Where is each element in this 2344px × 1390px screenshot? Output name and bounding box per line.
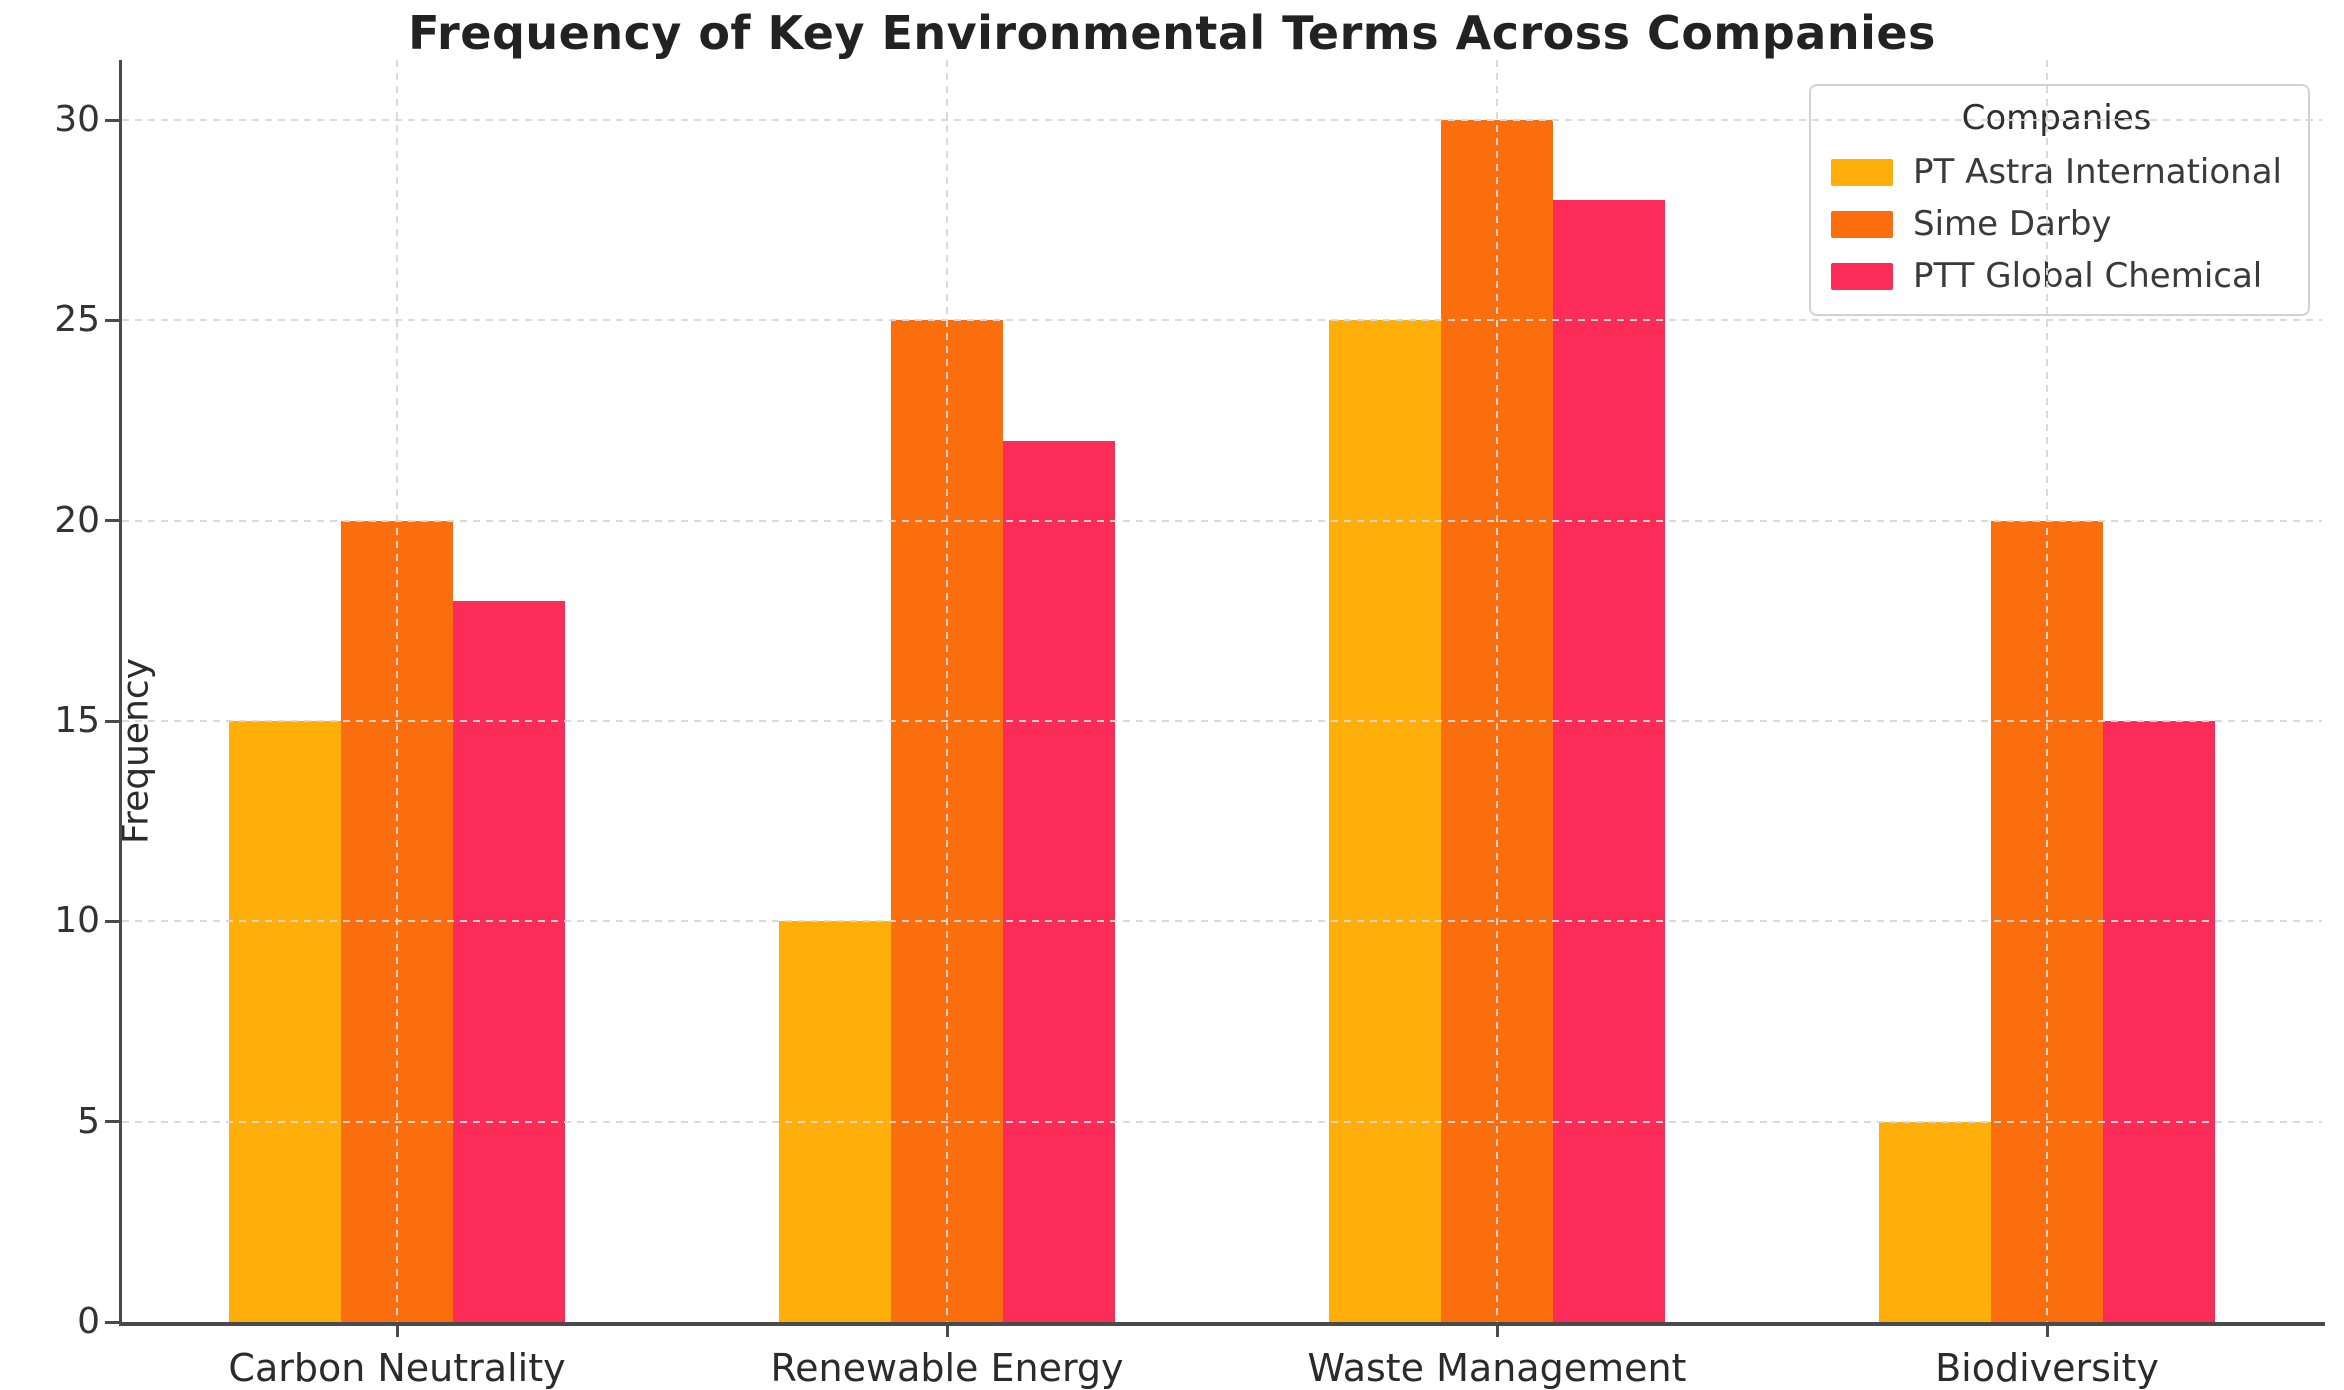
legend: Companies PT Astra International Sime Dar… <box>1808 84 2310 316</box>
legend-entries: PT Astra International Sime Darby PTT Glob… <box>1830 152 2282 296</box>
legend-entry: PTT Global Chemical <box>1830 256 2282 296</box>
bar-group <box>779 320 1115 1322</box>
bar <box>2103 721 2215 1322</box>
x-tick-mark <box>395 1324 399 1337</box>
y-tick-label: 25 <box>54 299 100 341</box>
x-tick-label: Biodiversity <box>1935 1346 2159 1390</box>
y-tick-mark <box>105 919 119 923</box>
legend-label: PTT Global Chemical <box>1912 256 2263 296</box>
bar <box>891 320 1003 1322</box>
bar <box>229 721 341 1322</box>
bar <box>779 921 891 1322</box>
bar <box>1879 1121 1991 1322</box>
y-tick-label: 10 <box>54 900 100 942</box>
legend-swatch <box>1830 158 1893 186</box>
y-tick-mark <box>105 1320 119 1324</box>
x-axis-spine <box>119 1322 2325 1326</box>
y-tick-mark <box>105 1120 119 1124</box>
bar <box>1441 120 1553 1322</box>
legend-label: PT Astra International <box>1912 152 2282 192</box>
y-axis-spine <box>119 60 122 1325</box>
x-tick-mark <box>2045 1324 2049 1337</box>
y-tick-mark <box>105 318 119 322</box>
y-tick-mark <box>105 519 119 523</box>
legend-entry: PT Astra International <box>1830 152 2282 192</box>
x-tick-mark <box>1495 1324 1499 1337</box>
h-gridline <box>122 319 2322 322</box>
bar <box>1991 520 2103 1322</box>
bar <box>1329 320 1441 1322</box>
y-tick-label: 20 <box>54 499 100 541</box>
legend-title: Companies <box>1961 98 2152 138</box>
bar <box>453 600 565 1322</box>
x-tick-label: Carbon Neutrality <box>228 1346 566 1390</box>
bar-group <box>229 520 565 1322</box>
legend-swatch <box>1830 262 1893 290</box>
bar <box>341 520 453 1322</box>
bar-group <box>1329 120 1665 1322</box>
y-tick-label: 5 <box>77 1100 100 1142</box>
bar <box>1553 200 1665 1322</box>
y-tick-mark <box>105 719 119 723</box>
legend-label: Sime Darby <box>1912 204 2112 244</box>
legend-swatch <box>1830 210 1893 238</box>
chart-title: Frequency of Key Environmental Terms Acr… <box>408 6 1936 60</box>
legend-entry: Sime Darby <box>1830 204 2282 244</box>
y-tick-label: 15 <box>54 700 100 742</box>
y-tick-mark <box>105 118 119 122</box>
y-tick-label: 0 <box>77 1301 100 1342</box>
bar-group <box>1879 520 2215 1322</box>
x-tick-label: Renewable Energy <box>770 1346 1124 1390</box>
y-tick-label: 30 <box>54 99 100 141</box>
plot-area: Frequency 0 5 10 15 20 25 30 Carbon Neutrality R… <box>54 60 2325 1390</box>
bar <box>1003 440 1115 1322</box>
x-tick-label: Waste Management <box>1307 1346 1687 1390</box>
x-tick-mark <box>945 1324 949 1337</box>
